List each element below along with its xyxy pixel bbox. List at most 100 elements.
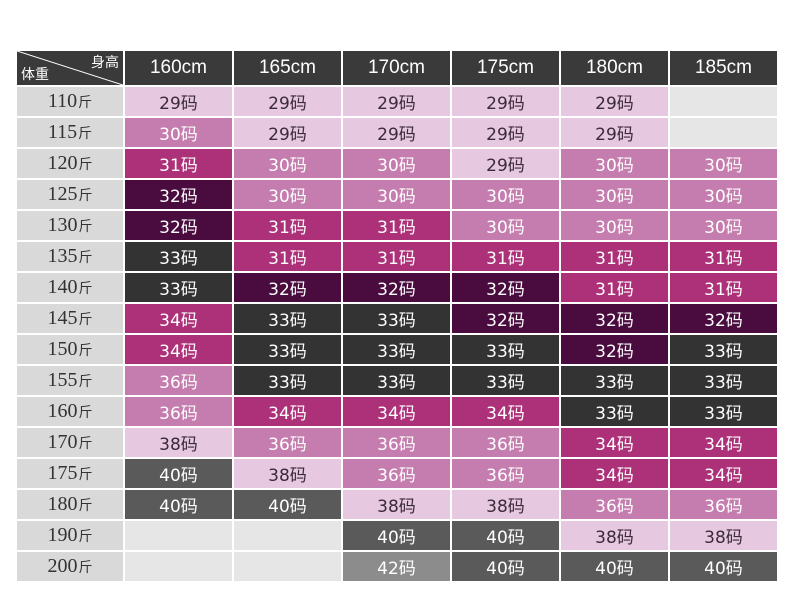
weight-value: 200 (47, 555, 78, 577)
size-cell: 38码 (125, 428, 232, 457)
size-cell: 33码 (343, 366, 450, 395)
table-row: 170斤 38码 36码 36码 36码 34码 34码 (17, 428, 777, 457)
size-cell: 34码 (670, 459, 777, 488)
height-column-header: 170cm (343, 51, 450, 85)
size-cell: 34码 (234, 397, 341, 426)
weight-row-header: 155斤 (17, 366, 123, 395)
size-cell: 30码 (670, 211, 777, 240)
size-cell: 29码 (452, 149, 559, 178)
size-cell: 33码 (670, 397, 777, 426)
size-cell: 31码 (125, 149, 232, 178)
weight-row-header: 150斤 (17, 335, 123, 364)
size-cell: 40码 (452, 552, 559, 581)
height-column-header: 160cm (125, 51, 232, 85)
height-axis-label: 身高 (91, 54, 119, 70)
weight-value: 145 (47, 307, 78, 329)
size-cell: 33码 (125, 273, 232, 302)
size-cell: 33码 (234, 366, 341, 395)
weight-unit: 斤 (78, 406, 93, 421)
size-cell: 34码 (561, 428, 668, 457)
size-cell: 31码 (561, 242, 668, 271)
weight-value: 135 (47, 245, 78, 267)
size-cell: 29码 (234, 118, 341, 147)
weight-row-header: 140斤 (17, 273, 123, 302)
size-cell: 32码 (234, 273, 341, 302)
table-row: 160斤 36码 34码 34码 34码 33码 33码 (17, 397, 777, 426)
weight-value: 125 (47, 183, 78, 205)
weight-row-header: 170斤 (17, 428, 123, 457)
weight-row-header: 200斤 (17, 552, 123, 581)
size-cell: 36码 (670, 490, 777, 519)
size-cell: 32码 (452, 273, 559, 302)
empty-cell (670, 118, 777, 147)
size-cell: 29码 (452, 118, 559, 147)
table-row: 135斤 33码 31码 31码 31码 31码 31码 (17, 242, 777, 271)
weight-value: 160 (47, 400, 78, 422)
table-row: 175斤 40码 38码 36码 36码 34码 34码 (17, 459, 777, 488)
weight-row-header: 180斤 (17, 490, 123, 519)
weight-unit: 斤 (78, 282, 93, 297)
table-row: 110斤 29码 29码 29码 29码 29码 (17, 87, 777, 116)
weight-unit: 斤 (78, 251, 93, 266)
weight-row-header: 160斤 (17, 397, 123, 426)
size-cell: 31码 (670, 242, 777, 271)
size-cell: 29码 (561, 118, 668, 147)
size-cell: 33码 (234, 335, 341, 364)
weight-row-header: 115斤 (17, 118, 123, 147)
size-cell: 34码 (452, 397, 559, 426)
weight-value: 110 (47, 90, 78, 112)
weight-value: 175 (47, 462, 78, 484)
size-cell: 32码 (343, 273, 450, 302)
size-cell: 33码 (561, 397, 668, 426)
size-cell: 31码 (561, 273, 668, 302)
weight-value: 120 (47, 152, 78, 174)
size-cell: 40码 (670, 552, 777, 581)
size-cell: 33码 (670, 366, 777, 395)
weight-unit: 斤 (78, 375, 93, 390)
size-cell: 32码 (670, 304, 777, 333)
weight-row-header: 125斤 (17, 180, 123, 209)
corner-header: 身高 体重 (17, 51, 123, 85)
weight-value: 115 (47, 121, 78, 143)
empty-cell (125, 552, 232, 581)
size-cell: 34码 (561, 459, 668, 488)
weight-unit: 斤 (78, 530, 93, 545)
size-cell: 34码 (670, 428, 777, 457)
size-cell: 36码 (125, 397, 232, 426)
weight-unit: 斤 (78, 96, 93, 111)
size-cell: 29码 (125, 87, 232, 116)
size-cell: 30码 (561, 211, 668, 240)
size-cell: 34码 (343, 397, 450, 426)
weight-value: 130 (47, 214, 78, 236)
weight-unit: 斤 (78, 468, 93, 483)
size-cell: 33码 (561, 366, 668, 395)
size-cell: 38码 (343, 490, 450, 519)
size-cell: 33码 (343, 304, 450, 333)
size-cell: 30码 (343, 149, 450, 178)
size-cell: 33码 (452, 335, 559, 364)
size-cell: 40码 (561, 552, 668, 581)
size-cell: 30码 (561, 180, 668, 209)
weight-value: 155 (47, 369, 78, 391)
size-cell: 33码 (125, 242, 232, 271)
size-cell: 38码 (452, 490, 559, 519)
size-cell: 29码 (234, 87, 341, 116)
size-cell: 36码 (343, 428, 450, 457)
weight-unit: 斤 (78, 344, 93, 359)
size-cell: 32码 (125, 211, 232, 240)
weight-unit: 斤 (78, 189, 93, 204)
size-cell: 31码 (670, 273, 777, 302)
size-cell: 36码 (343, 459, 450, 488)
diagonal-divider (17, 51, 123, 85)
weight-unit: 斤 (78, 437, 93, 452)
weight-value: 170 (47, 431, 78, 453)
weight-value: 180 (47, 493, 78, 515)
size-chart-table: 身高 体重 160cm 165cm 170cm 175cm 180cm 185c… (15, 49, 779, 583)
weight-row-header: 120斤 (17, 149, 123, 178)
weight-row-header: 145斤 (17, 304, 123, 333)
table-body: 110斤 29码 29码 29码 29码 29码 115斤 30码 29码 29码 29码 29码 12… (17, 87, 777, 581)
table-row: 150斤 34码 33码 33码 33码 32码 33码 (17, 335, 777, 364)
size-cell: 30码 (561, 149, 668, 178)
weight-unit: 斤 (78, 561, 93, 576)
size-cell: 38码 (561, 521, 668, 550)
